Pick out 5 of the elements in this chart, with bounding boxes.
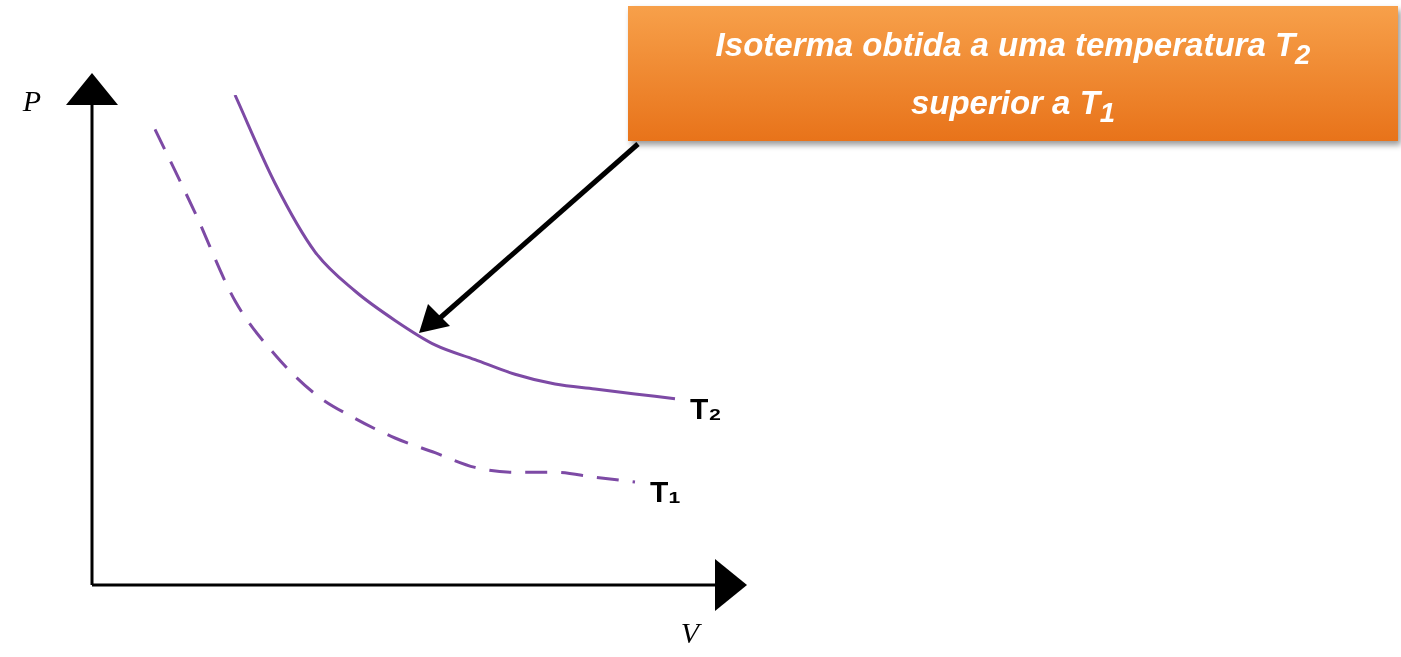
callout-box: Isoterma obtida a uma temperatura T$_{2}$ superior a T$_{1}$	[628, 6, 1398, 141]
series-label: T₁	[650, 475, 681, 509]
y-axis-title: P	[21, 83, 42, 117]
x-axis-title: V	[680, 615, 703, 649]
series-label: T₂	[690, 392, 722, 426]
